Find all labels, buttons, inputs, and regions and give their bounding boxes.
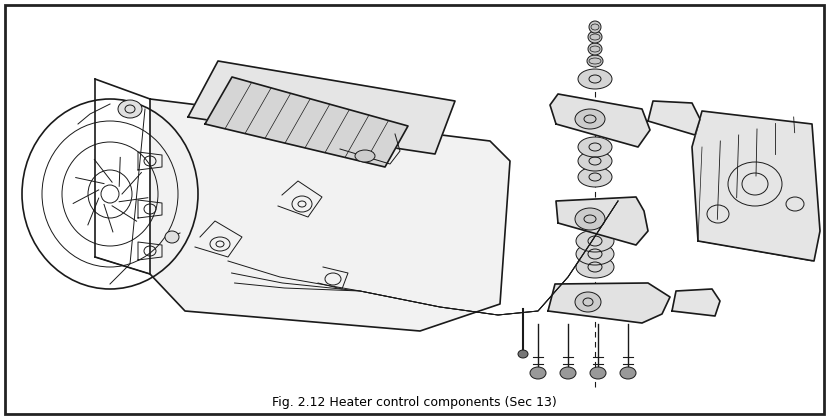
Polygon shape [647,101,699,135]
Ellipse shape [577,69,611,89]
Ellipse shape [575,243,614,265]
Polygon shape [205,77,407,167]
Ellipse shape [590,367,605,379]
Polygon shape [547,283,669,323]
Ellipse shape [577,137,611,157]
Polygon shape [556,197,647,245]
Polygon shape [188,61,455,154]
Ellipse shape [619,367,635,379]
Ellipse shape [577,167,611,187]
Polygon shape [150,99,509,331]
Ellipse shape [575,292,600,312]
Text: Fig. 2.12 Heater control components (Sec 13): Fig. 2.12 Heater control components (Sec… [272,396,556,409]
Ellipse shape [587,31,601,43]
Ellipse shape [118,100,142,118]
Ellipse shape [588,21,600,33]
Polygon shape [691,111,819,261]
Ellipse shape [165,231,179,243]
Ellipse shape [518,350,527,358]
Ellipse shape [575,256,614,278]
Ellipse shape [575,230,614,252]
Polygon shape [672,289,720,316]
Polygon shape [549,94,649,147]
Ellipse shape [587,43,601,55]
Ellipse shape [586,55,602,67]
Ellipse shape [577,151,611,171]
Ellipse shape [575,208,604,230]
Ellipse shape [529,367,546,379]
Ellipse shape [560,367,575,379]
Ellipse shape [575,109,604,129]
Ellipse shape [354,150,374,162]
